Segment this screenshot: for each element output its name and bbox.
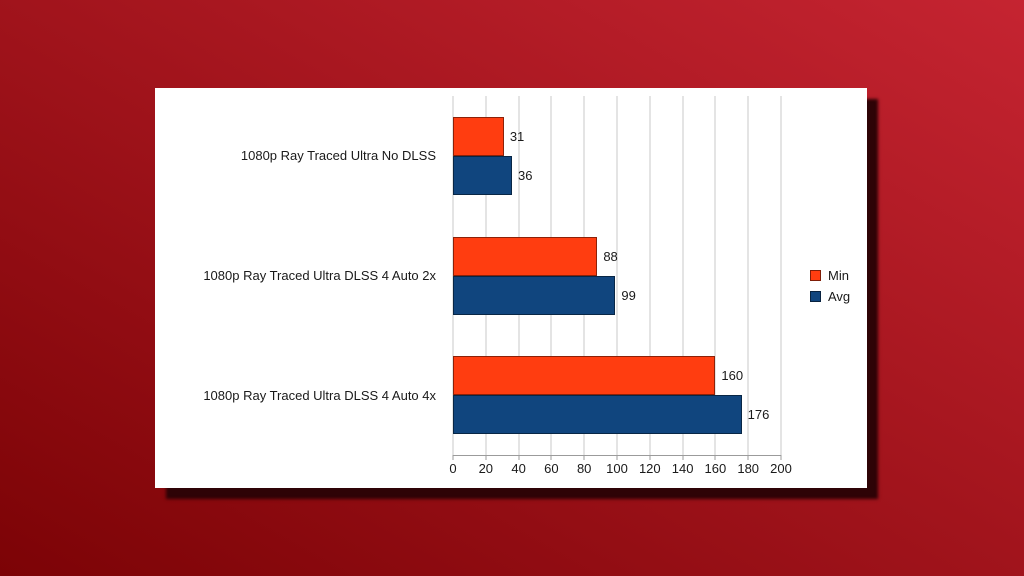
legend-label: Avg	[828, 289, 851, 304]
tick-mark	[485, 455, 487, 460]
bar-group: 88 99	[453, 216, 781, 336]
chart-card: 1080p Ray Traced Ultra No DLSS 1080p Ray …	[155, 88, 867, 488]
legend-swatch-avg	[810, 291, 821, 302]
bar-group: 31 36	[453, 96, 781, 216]
legend-label: Min	[828, 268, 849, 283]
bar-row: 99	[453, 275, 781, 315]
bar-avg	[453, 395, 742, 435]
tick-mark	[452, 455, 454, 460]
gridline	[649, 96, 651, 455]
gridline	[780, 96, 782, 455]
gridline	[714, 96, 716, 455]
tick-mark	[747, 455, 749, 460]
value-label: 31	[509, 128, 525, 144]
x-tick-label: 160	[704, 461, 727, 476]
tick-mark	[583, 455, 585, 460]
gridline	[616, 96, 618, 455]
x-tick-label: 60	[544, 461, 559, 476]
x-tick-label: 20	[478, 461, 494, 476]
x-tick-label: 140	[671, 461, 694, 476]
plot-area: 31 36 88 99 160 176	[452, 96, 782, 456]
value-label: 99	[621, 287, 636, 303]
category-labels: 1080p Ray Traced Ultra No DLSS 1080p Ray …	[161, 96, 445, 455]
x-tick-label: 200	[770, 461, 792, 476]
bar-row: 36	[453, 155, 781, 195]
bar-avg	[453, 275, 616, 315]
x-tick-label: 120	[638, 461, 661, 476]
bar-row: 176	[453, 395, 781, 435]
value-label: 176	[747, 407, 770, 423]
bar-min	[453, 236, 598, 276]
legend: Min Avg	[810, 268, 850, 304]
tick-mark	[649, 455, 651, 460]
category-label: 1080p Ray Traced Ultra DLSS 4 Auto 2x	[203, 268, 436, 283]
bar-row: 88	[453, 236, 781, 276]
bar-min	[453, 116, 504, 156]
value-label: 160	[721, 368, 744, 384]
x-tick-label: 180	[737, 461, 760, 476]
value-label: 88	[603, 248, 618, 264]
x-axis: 0 20 40 60 80 100 120 140 160 180 200	[449, 455, 792, 479]
tick-mark	[616, 455, 618, 460]
x-tick-label: 80	[576, 461, 592, 476]
x-tick-label: 40	[511, 461, 526, 476]
tick-mark	[518, 455, 520, 460]
x-tick-label: 100	[606, 461, 628, 476]
legend-item: Min	[810, 268, 850, 283]
gridline	[682, 96, 684, 455]
tick-mark	[550, 455, 552, 460]
legend-swatch-min	[810, 270, 821, 281]
tick-mark	[780, 455, 782, 460]
bar-row: 160	[453, 356, 781, 396]
tick-mark	[682, 455, 684, 460]
x-tick-label: 0	[449, 461, 457, 476]
gridline	[747, 96, 749, 455]
legend-item: Avg	[810, 289, 850, 304]
bar-row: 31	[453, 116, 781, 156]
value-label: 36	[518, 167, 533, 183]
category-label: 1080p Ray Traced Ultra No DLSS	[240, 148, 436, 164]
bar-avg	[453, 155, 513, 195]
category-label: 1080p Ray Traced Ultra DLSS 4 Auto 4x	[203, 387, 436, 403]
tick-mark	[714, 455, 716, 460]
bar-group: 160 176	[453, 335, 781, 455]
bar-min	[453, 356, 716, 396]
